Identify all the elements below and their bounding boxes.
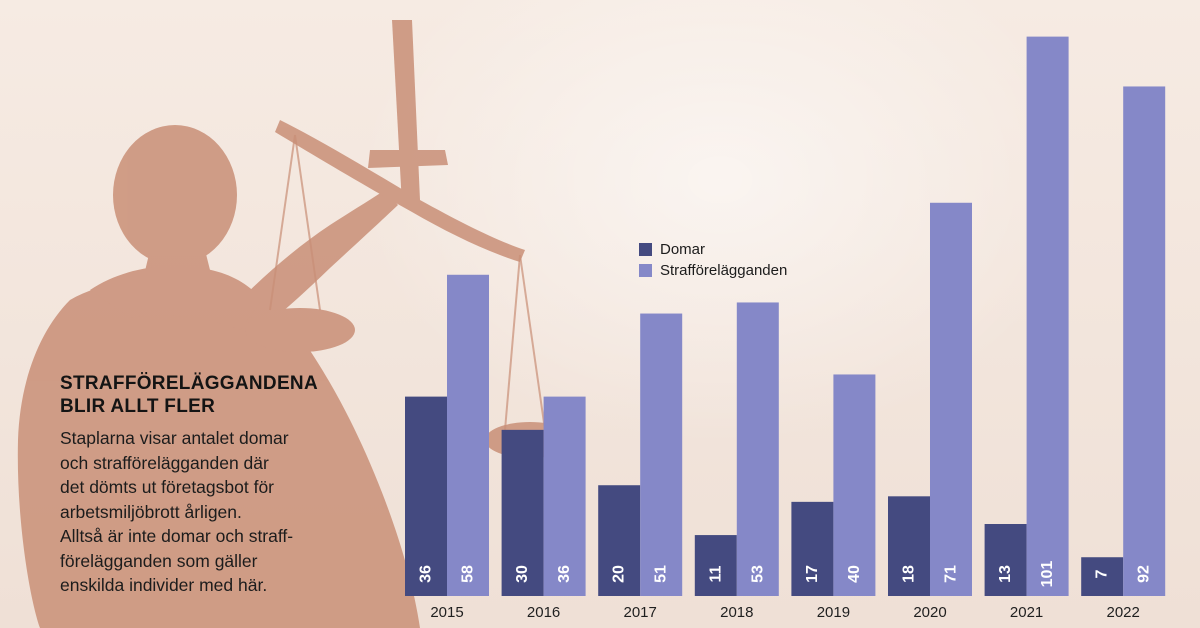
data-label-strafforelagganden-2015: 58 bbox=[460, 565, 477, 583]
data-label-strafforelagganden-2017: 51 bbox=[653, 565, 670, 583]
legend-label-domar: Domar bbox=[660, 241, 705, 258]
data-label-domar-2019: 17 bbox=[804, 565, 821, 583]
bar-domar-2019 bbox=[791, 501, 834, 596]
bar-strafforelagganden-2017 bbox=[640, 313, 683, 596]
data-label-domar-2018: 11 bbox=[707, 565, 724, 582]
x-tick-label-2022: 2022 bbox=[1107, 604, 1140, 621]
bar-strafforelagganden-2016 bbox=[543, 396, 586, 596]
x-tick-label-2019: 2019 bbox=[817, 604, 850, 621]
description-panel: STRAFFÖRELÄGGANDENA BLIR ALLT FLER Stapl… bbox=[60, 372, 360, 598]
bar-strafforelagganden-2015 bbox=[447, 274, 489, 596]
infographic-title: STRAFFÖRELÄGGANDENA BLIR ALLT FLER bbox=[60, 373, 318, 417]
x-tick-label-2020: 2020 bbox=[913, 604, 946, 621]
bar-strafforelagganden-2019 bbox=[833, 374, 876, 596]
x-tick-label-2017: 2017 bbox=[624, 604, 657, 621]
data-label-strafforelagganden-2022: 92 bbox=[1136, 565, 1153, 583]
bar-domar-2017 bbox=[598, 485, 641, 596]
data-label-domar-2016: 30 bbox=[514, 565, 531, 583]
data-label-domar-2015: 36 bbox=[418, 565, 435, 583]
bar-domar-2015 bbox=[405, 396, 447, 596]
x-tick-label-2015: 2015 bbox=[430, 604, 463, 621]
bar-strafforelagganden-2021 bbox=[1026, 36, 1069, 597]
data-label-strafforelagganden-2020: 71 bbox=[943, 565, 960, 583]
data-label-strafforelagganden-2019: 40 bbox=[846, 565, 863, 583]
bar-strafforelagganden-2020 bbox=[930, 202, 972, 596]
legend-swatch-strafforelagganden bbox=[639, 264, 652, 277]
data-label-strafforelagganden-2021: 101 bbox=[1039, 561, 1056, 588]
x-tick-label-2016: 2016 bbox=[527, 604, 560, 621]
x-tick-label-2021: 2021 bbox=[1010, 604, 1043, 621]
infographic-description: Staplarna visar antalet domar och straff… bbox=[60, 428, 294, 595]
bar-strafforelagganden-2018 bbox=[736, 302, 779, 596]
data-label-domar-2017: 20 bbox=[611, 565, 628, 583]
data-label-domar-2021: 13 bbox=[997, 565, 1014, 583]
bar-domar-2020 bbox=[888, 496, 930, 596]
legend-label-strafforelagganden: Strafförelägganden bbox=[660, 262, 787, 279]
bar-domar-2018 bbox=[694, 535, 737, 596]
bar-domar-2022 bbox=[1081, 557, 1124, 596]
data-label-domar-2022: 7 bbox=[1094, 569, 1111, 578]
bar-domar-2021 bbox=[984, 524, 1027, 596]
bar-strafforelagganden-2022 bbox=[1123, 86, 1166, 596]
data-label-domar-2020: 18 bbox=[901, 565, 918, 583]
x-tick-label-2018: 2018 bbox=[720, 604, 753, 621]
legend-swatch-domar bbox=[639, 243, 652, 256]
data-label-strafforelagganden-2016: 36 bbox=[556, 565, 573, 583]
bar-domar-2016 bbox=[501, 429, 544, 596]
data-label-strafforelagganden-2018: 53 bbox=[749, 565, 766, 583]
justitia-statue-image bbox=[17, 20, 575, 628]
